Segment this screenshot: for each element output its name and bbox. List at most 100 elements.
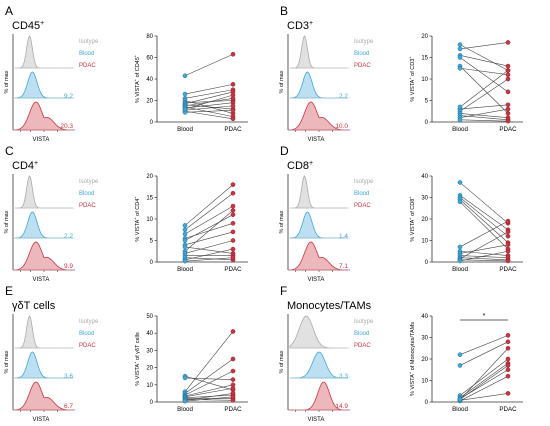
- histogram-x-label: VISTA: [307, 137, 324, 143]
- pair-line: [184, 394, 234, 398]
- histogram-isotype: [289, 315, 348, 349]
- legend-blood: Blood: [354, 51, 369, 57]
- paired-y-label-main: % VISTA: [410, 219, 416, 241]
- pair-line: [184, 396, 234, 402]
- blood-point: [457, 42, 463, 47]
- legend-isotype: Isotype: [354, 319, 374, 325]
- pair-line: [184, 246, 234, 254]
- pdac-point: [505, 72, 511, 77]
- pdac-point: [505, 89, 511, 95]
- legend-pdac: PDAC: [354, 203, 371, 209]
- pair-line: [184, 54, 234, 77]
- panel-letter: F: [280, 284, 287, 298]
- paired-y-label-tail: of γδT cells: [135, 332, 141, 361]
- category-label-blood: Blood: [452, 126, 468, 133]
- pair-line: [459, 199, 509, 243]
- category-label-pdac: PDAC: [224, 266, 242, 273]
- blood-point: [182, 106, 188, 112]
- category-label-blood: Blood: [177, 126, 193, 133]
- pdac-point: [505, 102, 511, 108]
- legend-pdac: PDAC: [79, 203, 96, 209]
- histogram-blood-value: 2.2: [64, 233, 73, 240]
- pair-line: [184, 248, 234, 261]
- paired-y-label: % VISTA+ of γδT cells: [133, 332, 142, 386]
- paired-y-label-main: % VISTA: [135, 219, 141, 241]
- histogram-blood-value: 9.2: [64, 93, 73, 100]
- pair-line: [459, 104, 509, 110]
- histogram-x-label: VISTA: [307, 417, 324, 423]
- pair-line: [459, 195, 509, 230]
- pdac-point: [230, 208, 236, 213]
- pair-line: [184, 100, 234, 103]
- histogram: % of max VISTA 3.3 14.9 Isotype Blood PDAC: [279, 314, 374, 423]
- pdac-point: [505, 229, 511, 235]
- pair-line: [184, 377, 234, 380]
- paired-y-label-sup: +: [408, 217, 413, 220]
- pair-line: [184, 358, 234, 394]
- pdac-point: [230, 394, 236, 400]
- category-label-pdac: PDAC: [499, 406, 517, 413]
- blood-point: [457, 199, 463, 205]
- pdac-point: [230, 221, 236, 226]
- pair-line: [184, 105, 234, 111]
- pair-line: [184, 89, 234, 99]
- pair-line: [184, 370, 234, 396]
- pdac-point: [230, 229, 236, 235]
- histogram-isotype: [15, 315, 73, 349]
- histogram-x-label: VISTA: [32, 277, 49, 283]
- blood-point: [182, 244, 188, 250]
- panel-letter: A: [5, 4, 13, 18]
- paired-y-tick-label: 10: [421, 379, 428, 385]
- histogram-blood-value: 3.6: [64, 373, 73, 380]
- panel-title-superscript: +: [309, 160, 313, 167]
- paired-y-label-main: % VISTA: [135, 81, 141, 103]
- category-label-pdac: PDAC: [499, 266, 517, 273]
- histogram-isotype: [290, 175, 348, 209]
- histogram-blood-value: 2.2: [339, 93, 348, 100]
- category-label-pdac: PDAC: [224, 406, 242, 413]
- histogram-x-label: VISTA: [32, 137, 49, 143]
- histogram-y-label: % of max: [279, 70, 285, 93]
- histogram-pdac-value: 7.1: [339, 263, 348, 270]
- pdac-point: [230, 203, 236, 209]
- paired-y-label-main: % VISTA: [410, 79, 416, 101]
- histogram-pdac: [289, 241, 349, 271]
- pair-line: [184, 205, 234, 235]
- panel-title: CD8+: [287, 160, 313, 172]
- blood-point: [182, 231, 188, 237]
- paired-y-tick-label: 40: [146, 331, 153, 337]
- category-label-blood: Blood: [177, 266, 193, 273]
- panel-title-text: CD8: [287, 160, 309, 172]
- paired-y-tick-label: 80: [146, 34, 153, 40]
- pdac-point: [505, 367, 511, 373]
- blood-point: [457, 352, 463, 357]
- legend-blood: Blood: [79, 51, 94, 57]
- panel-title-text: Monocytes/TAMs: [287, 300, 372, 312]
- pdac-point: [505, 339, 511, 345]
- pdac-point: [230, 238, 236, 243]
- paired-y-label: % VISTA+ of CD3+: [408, 56, 417, 102]
- panel-title-text: CD45: [12, 20, 40, 32]
- paired-y-label-tail-sup: +: [133, 196, 138, 199]
- blood-point: [182, 258, 188, 264]
- pdac-point: [230, 385, 236, 391]
- pair-line: [459, 42, 509, 50]
- blood-point: [182, 227, 188, 233]
- pair-line: [184, 106, 234, 117]
- blood-point: [457, 104, 463, 110]
- legend-pdac: PDAC: [354, 343, 371, 349]
- pair-line: [459, 44, 509, 71]
- paired-y-tick-label: 15: [421, 56, 428, 62]
- paired-y-label-tail: of CD8: [410, 199, 416, 218]
- paired-y-tick-label: 0: [425, 260, 429, 266]
- pair-line: [184, 393, 234, 401]
- legend-blood: Blood: [354, 331, 369, 337]
- blood-point: [182, 91, 188, 97]
- pair-line: [184, 240, 234, 254]
- histogram-pdac: [14, 101, 74, 131]
- panel-title-text: CD4: [12, 160, 34, 172]
